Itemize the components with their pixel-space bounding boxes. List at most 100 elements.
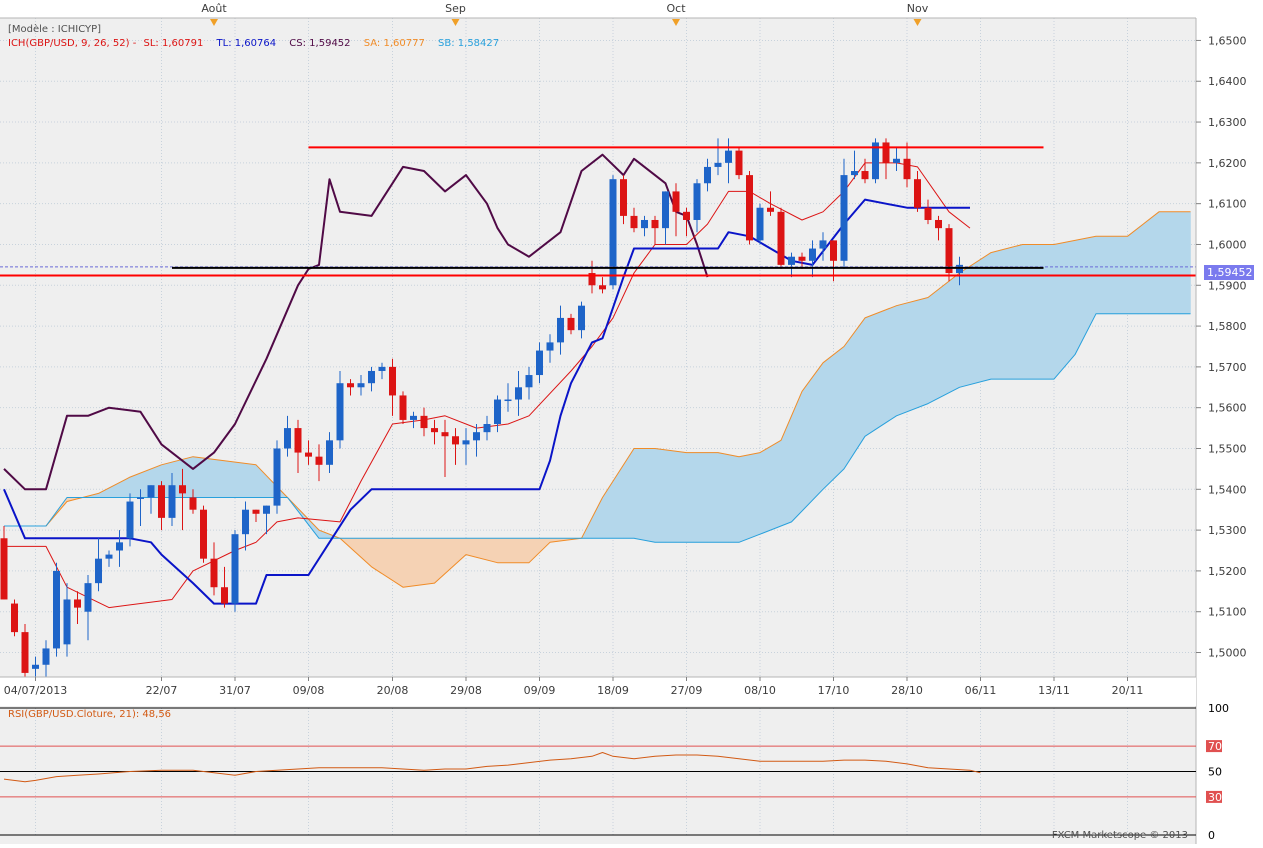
candle-body: [536, 350, 543, 376]
candle-body: [599, 285, 606, 290]
candle-body: [368, 370, 375, 384]
cloud-segment: [833, 345, 845, 480]
cloud-segment: [518, 537, 530, 564]
candle-body: [819, 240, 827, 249]
candles[interactable]: [0, 138, 964, 686]
cloud-segment: [1011, 244, 1023, 380]
cloud-segment: [980, 252, 992, 383]
cloud-segment: [759, 445, 771, 535]
y-tick-label: 1,6300: [1208, 116, 1247, 129]
price-label: 1,59452: [1207, 266, 1253, 279]
price-axis: 1,5000 1,5100 1,5200 1,5300 1,5400 1,5500 1,56…: [1195, 0, 1263, 844]
x-tick-label: 08/10: [744, 684, 776, 697]
candle-body: [546, 342, 554, 351]
candle-body: [53, 570, 60, 649]
candle-body: [32, 664, 39, 669]
cloud-segment: [801, 376, 813, 512]
candle-body: [578, 305, 585, 331]
candle-body: [630, 215, 638, 229]
month-marker-icon: [210, 19, 218, 26]
x-tick-label: 29/08: [450, 684, 482, 697]
cloud-segment: [1043, 244, 1055, 380]
cloud-segment: [696, 452, 708, 543]
rsi-level-badge: [1206, 740, 1222, 753]
candle-body: [903, 158, 911, 180]
x-tick-label: 13/11: [1038, 684, 1070, 697]
candle-body: [588, 273, 596, 286]
x-tick-label: 28/10: [891, 684, 923, 697]
y-tick-label: 1,5900: [1208, 279, 1247, 292]
cloud-segment: [1053, 242, 1065, 380]
cloud-segment: [476, 537, 488, 561]
cloud-segment: [990, 249, 1002, 380]
y-tick-label: 1,5100: [1208, 606, 1247, 619]
candle-body: [683, 211, 690, 220]
cloud-segment: [675, 450, 687, 543]
candle-body: [147, 485, 155, 498]
x-tick-label: 20/11: [1112, 684, 1144, 697]
date-axis-bg: [0, 677, 1196, 706]
candle-body: [357, 383, 365, 388]
candle-body: [294, 428, 302, 453]
candle-body: [872, 142, 879, 180]
x-tick-label: 09/08: [293, 684, 325, 697]
cloud-segment: [686, 452, 698, 543]
sb-value: SB: 1,58427: [438, 38, 500, 49]
candle-body: [158, 485, 165, 518]
cloud-segment: [633, 448, 645, 541]
y-tick-label: 1,6400: [1208, 75, 1247, 88]
rsi-line: [3, 752, 981, 783]
cloud-segment: [770, 439, 782, 531]
cloud-segment: [402, 537, 414, 588]
candle-body: [420, 415, 428, 429]
candle-body: [662, 191, 669, 229]
candle-body: [525, 375, 533, 388]
x-tick-label: 18/09: [597, 684, 629, 697]
candle-body: [410, 415, 417, 420]
cloud-segment: [1148, 211, 1160, 315]
month-marker-icon: [913, 19, 922, 26]
x-tick-label: 04/07/2013: [4, 684, 67, 697]
model-label: [Modèle : ICHICYP]: [8, 24, 102, 35]
candle-body: [431, 428, 438, 433]
tenkan-line: [4, 162, 971, 609]
ichimoku-cloud: [4, 211, 1191, 588]
y-tick-label: 1,6200: [1208, 157, 1247, 170]
cloud-segment: [1158, 211, 1170, 315]
cloud-segment: [875, 309, 887, 431]
candle-body: [11, 603, 18, 633]
candle-body: [137, 497, 144, 499]
watermark: FXCM Marketscope © 2013: [1052, 830, 1188, 841]
candle-body: [0, 538, 8, 600]
rsi-level-badge: [1206, 790, 1222, 803]
candle-body: [830, 240, 837, 261]
rsi-panel: 100 70 50 30 0: [0, 702, 1229, 842]
candle-body: [168, 485, 176, 518]
cloud-segment: [906, 299, 918, 413]
candle-body: [767, 207, 774, 212]
candle-body: [95, 558, 102, 584]
candle-body: [935, 219, 942, 229]
month-marker-icon: [451, 19, 460, 26]
date-axis: 04/07/2013 22/07 31/07 09/08 20/08 29/08 09/09…: [0, 676, 1196, 706]
candle-body: [252, 509, 260, 514]
y-tick-label: 1,5400: [1208, 483, 1247, 496]
cloud-segment: [728, 454, 740, 543]
y-tick-label: 1,5200: [1208, 565, 1247, 578]
candle-body: [336, 383, 344, 441]
candle-body: [84, 583, 92, 612]
candle-body: [882, 142, 890, 163]
senkou-a-line: [4, 211, 1191, 588]
candle-body: [116, 542, 123, 551]
month-label: Août: [201, 2, 227, 15]
month-label: Nov: [907, 2, 929, 15]
candle-body: [756, 207, 764, 241]
cloud-segment: [707, 452, 719, 543]
y-tick-label: 1,6500: [1208, 34, 1247, 47]
horizontal-levels[interactable]: [0, 146, 1196, 277]
cloud-segment: [864, 313, 876, 437]
cloud-segment: [392, 537, 404, 588]
cloud-segment: [234, 461, 246, 498]
candle-body: [273, 448, 281, 506]
